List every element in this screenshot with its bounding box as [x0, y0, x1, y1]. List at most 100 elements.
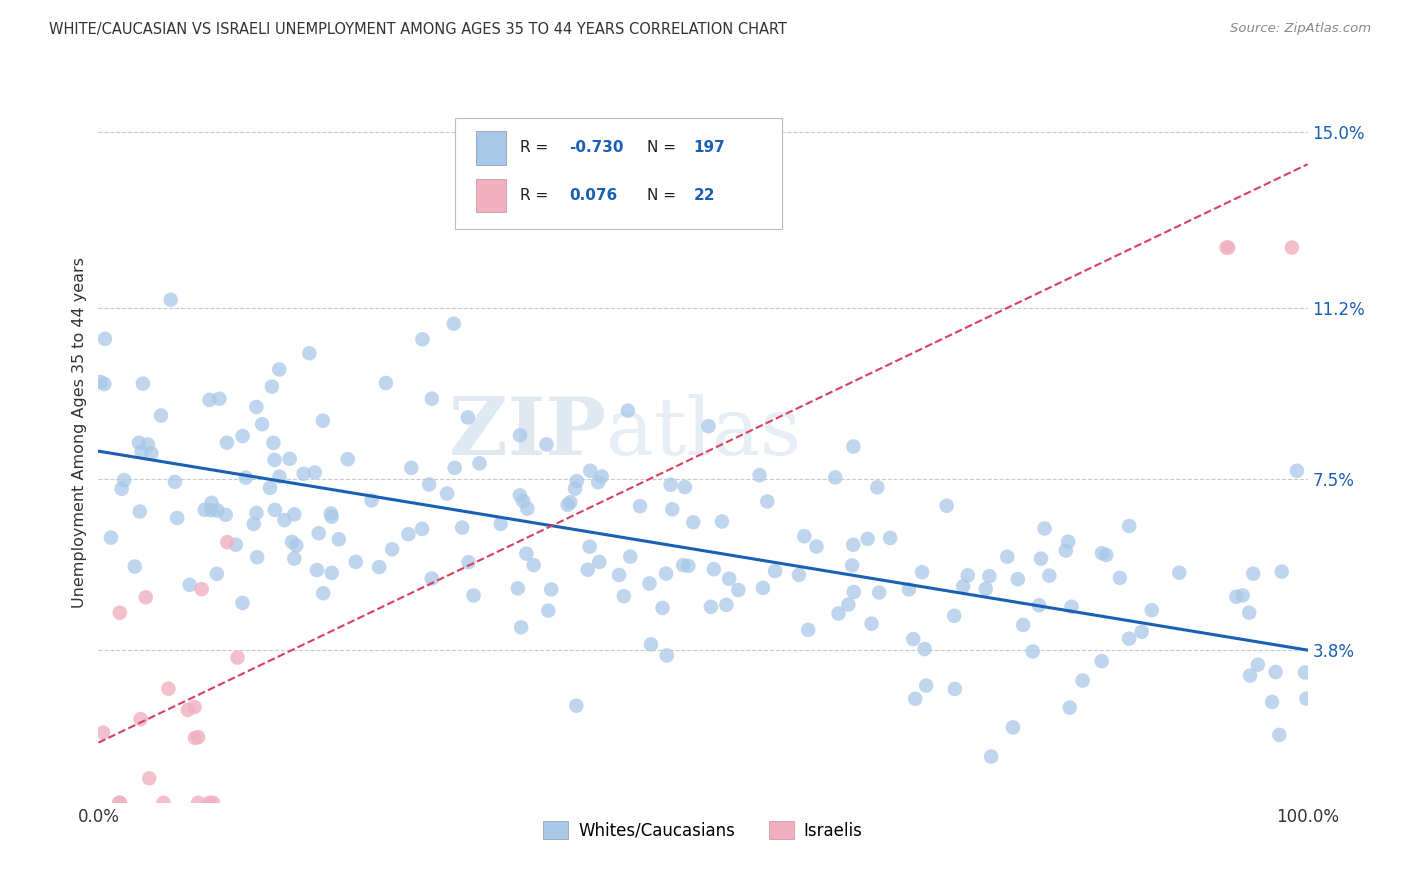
Point	[700, 599, 723, 614]
Point	[1247, 657, 1270, 672]
Point	[638, 576, 661, 591]
Point	[515, 547, 537, 561]
Point	[718, 572, 741, 586]
Point	[1108, 571, 1130, 585]
Point	[451, 520, 474, 534]
Point	[215, 508, 238, 522]
Point	[112, 473, 135, 487]
Point	[1001, 720, 1024, 734]
Point	[124, 559, 146, 574]
Point	[617, 403, 640, 417]
Point	[1028, 599, 1050, 613]
Point	[136, 437, 159, 451]
Point	[1264, 665, 1286, 679]
Point	[263, 453, 285, 467]
Point	[557, 498, 579, 512]
Point	[1054, 543, 1077, 558]
Point	[108, 796, 131, 810]
Point	[752, 581, 775, 595]
Point	[659, 477, 682, 491]
Point	[1095, 548, 1118, 562]
Text: 197: 197	[693, 140, 725, 155]
Point	[93, 377, 115, 392]
Point	[827, 607, 849, 621]
Point	[911, 565, 934, 579]
Point	[312, 586, 335, 600]
Point	[198, 392, 221, 407]
Point	[418, 477, 440, 491]
Point	[842, 440, 865, 454]
Point	[111, 482, 134, 496]
Point	[516, 501, 538, 516]
Point	[259, 481, 281, 495]
Point	[578, 540, 600, 554]
FancyBboxPatch shape	[475, 178, 506, 212]
Text: atlas: atlas	[606, 393, 801, 472]
Point	[943, 681, 966, 696]
Point	[269, 469, 291, 483]
Text: 22: 22	[693, 188, 714, 203]
Point	[159, 293, 181, 307]
Point	[141, 446, 163, 460]
Text: N =: N =	[647, 140, 682, 155]
Point	[579, 464, 602, 478]
Point	[278, 451, 301, 466]
Point	[135, 591, 157, 605]
Point	[245, 400, 267, 414]
Point	[91, 725, 114, 739]
Point	[298, 346, 321, 360]
Point	[443, 460, 465, 475]
Point	[1071, 673, 1094, 688]
Point	[131, 444, 153, 458]
Point	[536, 437, 558, 451]
Point	[194, 503, 217, 517]
Point	[401, 461, 423, 475]
Point	[468, 456, 491, 470]
Point	[128, 435, 150, 450]
Point	[607, 568, 630, 582]
Point	[89, 375, 111, 389]
Point	[672, 558, 695, 573]
Point	[129, 712, 152, 726]
Point	[285, 539, 308, 553]
Point	[283, 551, 305, 566]
Point	[1168, 566, 1191, 580]
Point	[842, 538, 865, 552]
Point	[260, 379, 283, 393]
Point	[138, 772, 160, 786]
Point	[1022, 644, 1045, 658]
Point	[787, 567, 810, 582]
Point	[269, 362, 291, 376]
Point	[619, 549, 641, 564]
Point	[205, 566, 228, 581]
Point	[651, 600, 673, 615]
Point	[879, 531, 901, 545]
Point	[678, 558, 700, 573]
Point	[281, 535, 304, 549]
Point	[157, 681, 180, 696]
Point	[576, 563, 599, 577]
Point	[591, 469, 613, 483]
Point	[1059, 700, 1081, 714]
Point	[586, 475, 609, 490]
Point	[564, 482, 586, 496]
Text: Source: ZipAtlas.com: Source: ZipAtlas.com	[1230, 22, 1371, 36]
Point	[935, 499, 957, 513]
Point	[264, 503, 287, 517]
Point	[1232, 588, 1254, 602]
Point	[208, 392, 231, 406]
Point	[420, 572, 443, 586]
Point	[860, 616, 883, 631]
Point	[235, 470, 257, 484]
Point	[312, 414, 335, 428]
Point	[1038, 568, 1060, 582]
Point	[187, 796, 209, 810]
Point	[443, 317, 465, 331]
Point	[763, 564, 786, 578]
Point	[560, 495, 582, 509]
Point	[697, 419, 720, 434]
Point	[856, 532, 879, 546]
Point	[904, 691, 927, 706]
Point	[628, 500, 651, 514]
Point	[974, 582, 997, 596]
